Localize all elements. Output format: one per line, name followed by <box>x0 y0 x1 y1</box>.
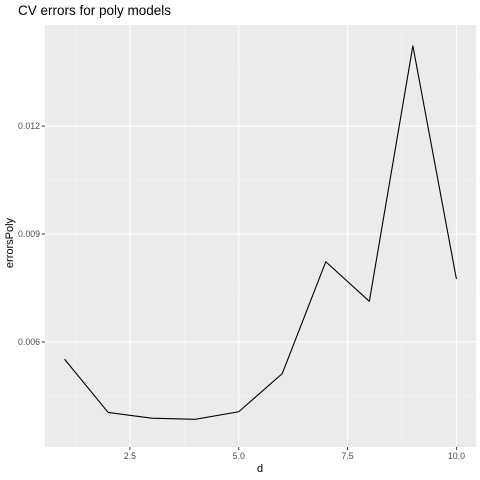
y-tick-label: 0.012 <box>18 121 40 131</box>
y-axis-title: errorsPoly <box>4 217 16 268</box>
x-tick-label: 7.5 <box>341 451 353 461</box>
series-layer <box>64 45 457 420</box>
x-tick-label: 2.5 <box>124 451 136 461</box>
plot-panel <box>45 25 476 447</box>
x-axis-title: d <box>257 463 263 475</box>
x-tick-label: 10.0 <box>448 451 465 461</box>
chart-title: CV errors for poly models <box>18 3 171 18</box>
y-tick-label: 0.006 <box>18 337 40 347</box>
major-gridlines <box>45 25 476 447</box>
y-axis: 0.006 0.009 0.012 <box>18 121 45 347</box>
y-tick-label: 0.009 <box>18 229 40 239</box>
series-line <box>64 45 457 420</box>
x-tick-label: 5.0 <box>233 451 245 461</box>
minor-gridlines <box>45 25 476 447</box>
x-axis: 2.5 5.0 7.5 10.0 <box>124 447 465 461</box>
